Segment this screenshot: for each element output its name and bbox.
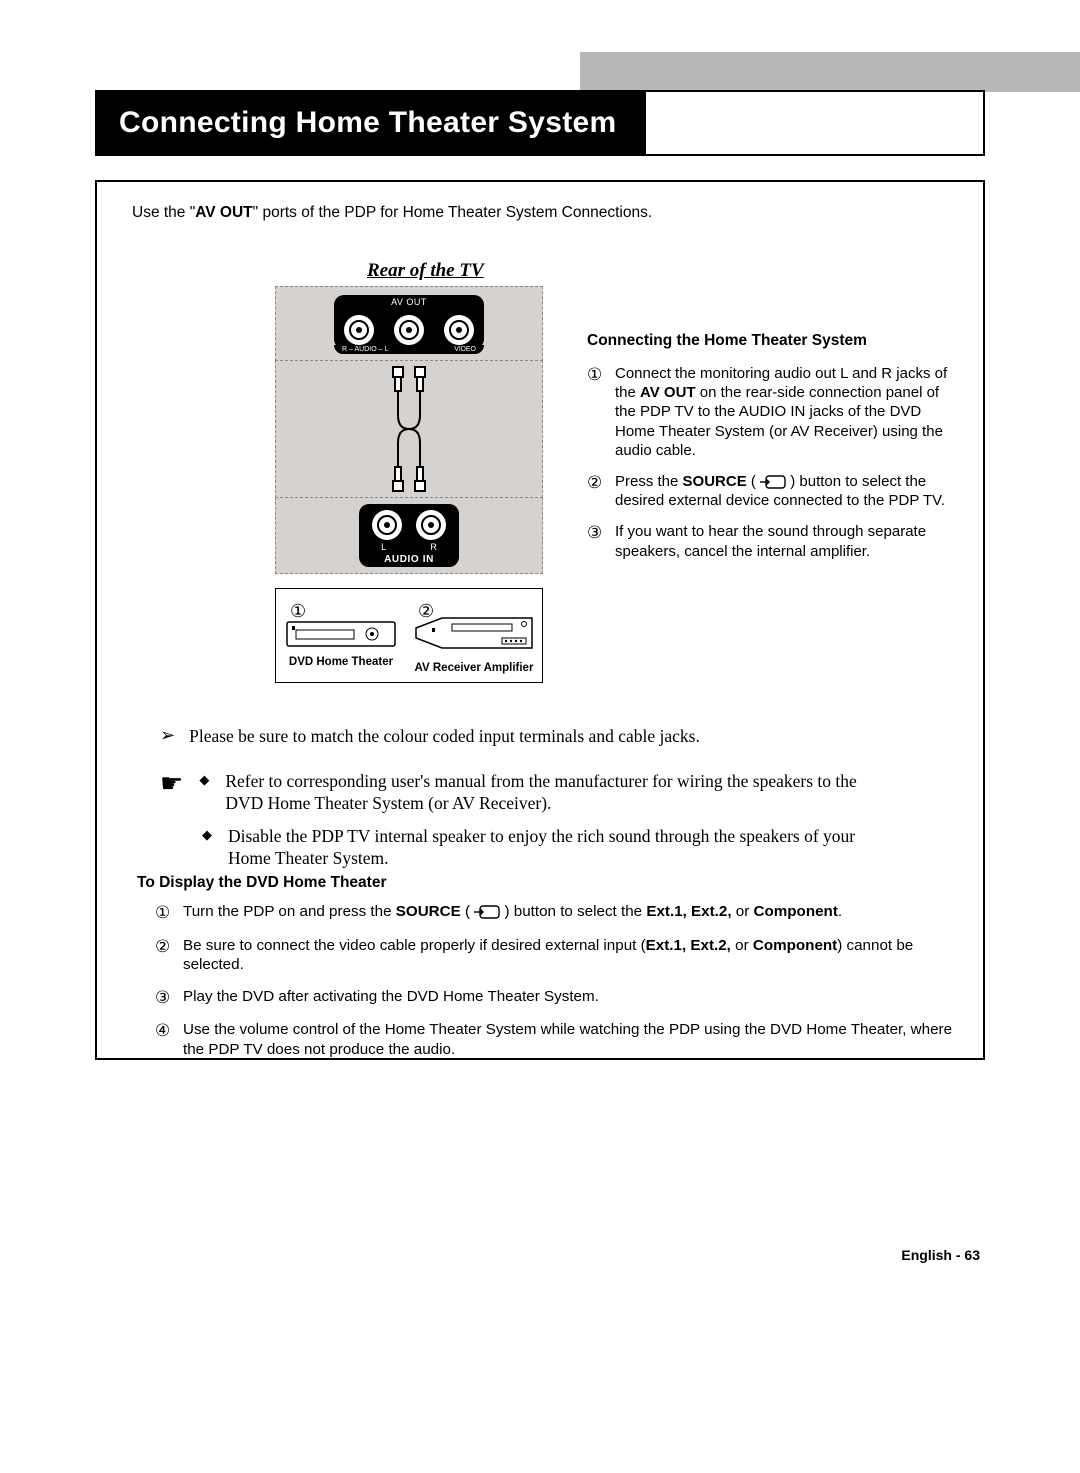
list-item: ② Be sure to connect the video cable prop… bbox=[155, 936, 955, 975]
diamond-icon: ◆ bbox=[199, 770, 209, 791]
item-number: ④ bbox=[155, 1020, 173, 1059]
intro-bold: AV OUT bbox=[195, 204, 252, 221]
title-frame: Connecting Home Theater System bbox=[95, 90, 985, 156]
intro-pre: Use the " bbox=[132, 204, 195, 221]
item-text: Play the DVD after activating the DVD Ho… bbox=[183, 987, 599, 1009]
rca-jack-icon bbox=[394, 315, 424, 345]
rear-of-tv-label: Rear of the TV bbox=[367, 260, 484, 282]
av-out-panel: AV OUT R – AUDIO – L VIDEO bbox=[275, 286, 543, 361]
body-frame: Use the "AV OUT" ports of the PDP for Ho… bbox=[95, 180, 985, 1060]
intro-post: " ports of the PDP for Home Theater Syst… bbox=[253, 204, 653, 221]
display-dvd-title: To Display the DVD Home Theater bbox=[137, 874, 386, 892]
rca-jack-icon bbox=[416, 510, 446, 540]
list-item: ③ Play the DVD after activating the DVD H… bbox=[155, 987, 955, 1009]
instructions-list: ①Connect the monitoring audio out L and … bbox=[587, 364, 957, 561]
devices-box: ① DVD Home Theater ② bbox=[275, 588, 543, 683]
note2b-text: Disable the PDP TV internal speaker to e… bbox=[228, 825, 868, 870]
note-match-colour: ➢ Please be sure to match the colour cod… bbox=[160, 726, 950, 747]
hand-icon: ☛ bbox=[160, 770, 183, 796]
item-number: ③ bbox=[155, 987, 173, 1009]
item-number: ② bbox=[155, 936, 173, 975]
header-gray-bar bbox=[580, 52, 1080, 92]
l-label: L bbox=[381, 542, 386, 552]
item-number: ② bbox=[587, 472, 605, 510]
item-text: Use the volume control of the Home Theat… bbox=[183, 1020, 955, 1059]
list-item: ④ Use the volume control of the Home Thea… bbox=[155, 1020, 955, 1059]
av-out-jacks bbox=[334, 309, 484, 349]
video-label: VIDEO bbox=[454, 346, 476, 353]
cable-icon bbox=[379, 365, 439, 493]
item-number: ① bbox=[155, 902, 173, 924]
page: Connecting Home Theater System Use the "… bbox=[0, 0, 1080, 1473]
r-label: R bbox=[430, 542, 437, 552]
avr-device: ② AV Receiver Amplifier bbox=[414, 601, 534, 674]
item-text: If you want to hear the sound through se… bbox=[615, 522, 957, 560]
title-spacer bbox=[646, 92, 983, 156]
page-title: Connecting Home Theater System bbox=[97, 92, 646, 156]
dvd-label: DVD Home Theater bbox=[289, 656, 393, 668]
item-number: ① bbox=[587, 364, 605, 460]
list-item: ①Connect the monitoring audio out L and … bbox=[587, 364, 957, 460]
dvd-device: ① DVD Home Theater bbox=[286, 601, 396, 674]
connection-diagram: AV OUT R – AUDIO – L VIDEO bbox=[275, 286, 543, 683]
item-number: ③ bbox=[587, 522, 605, 560]
diamond-icon: ◆ bbox=[202, 825, 212, 846]
item-text: Be sure to connect the video cable prope… bbox=[183, 936, 955, 975]
audio-in-label: AUDIO IN bbox=[384, 554, 434, 565]
item-text: Turn the PDP on and press the SOURCE ( )… bbox=[183, 902, 842, 924]
intro-text: Use the "AV OUT" ports of the PDP for Ho… bbox=[132, 204, 652, 222]
r-label: R – AUDIO – L bbox=[342, 346, 388, 353]
list-item: ① Turn the PDP on and press the SOURCE ( … bbox=[155, 902, 955, 924]
cable-diagram bbox=[275, 360, 543, 498]
list-item: ③ If you want to hear the sound through s… bbox=[587, 522, 957, 560]
instructions-title: Connecting the Home Theater System bbox=[587, 332, 957, 350]
instructions-column: Connecting the Home Theater System ①Conn… bbox=[587, 332, 957, 573]
note-block: ☛ ◆ Refer to corresponding user's manual… bbox=[160, 770, 950, 870]
note2a-text: Refer to corresponding user's manual fro… bbox=[225, 770, 865, 815]
av-receiver-icon bbox=[414, 616, 534, 656]
note1-text: Please be sure to match the colour coded… bbox=[189, 726, 700, 747]
audio-in-panel: L R AUDIO IN bbox=[275, 497, 543, 574]
rca-jack-icon bbox=[444, 315, 474, 345]
list-item: ② Press the SOURCE ( ) button to select t… bbox=[587, 472, 957, 510]
page-footer: English - 63 bbox=[0, 1247, 1080, 1263]
item-text: Press the SOURCE ( ) button to select th… bbox=[615, 472, 957, 510]
triangle-icon: ➢ bbox=[160, 726, 175, 744]
av-out-label: AV OUT bbox=[334, 295, 484, 309]
av-out-jack-labels: R – AUDIO – L VIDEO bbox=[334, 345, 484, 354]
title-block: Connecting Home Theater System bbox=[97, 92, 983, 156]
item-text: Connect the monitoring audio out L and R… bbox=[615, 364, 957, 460]
rca-jack-icon bbox=[344, 315, 374, 345]
rca-jack-icon bbox=[372, 510, 402, 540]
avr-label: AV Receiver Amplifier bbox=[415, 662, 534, 674]
display-dvd-list: ① Turn the PDP on and press the SOURCE ( … bbox=[155, 902, 955, 1071]
dvd-player-icon bbox=[286, 616, 396, 650]
